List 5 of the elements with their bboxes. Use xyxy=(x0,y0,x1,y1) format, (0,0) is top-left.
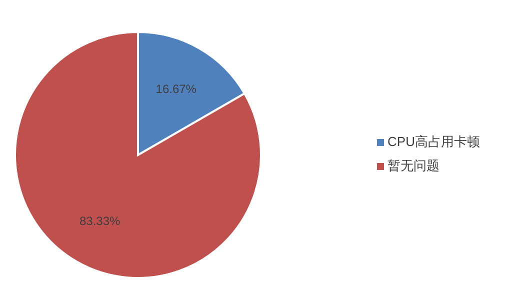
legend-label: 暂无问题 xyxy=(388,158,440,173)
data-label: 83.33% xyxy=(80,214,121,228)
data-label: 16.67% xyxy=(156,82,197,96)
pie-slice xyxy=(14,31,262,279)
legend-label: CPU高占用卡顿 xyxy=(388,134,480,149)
